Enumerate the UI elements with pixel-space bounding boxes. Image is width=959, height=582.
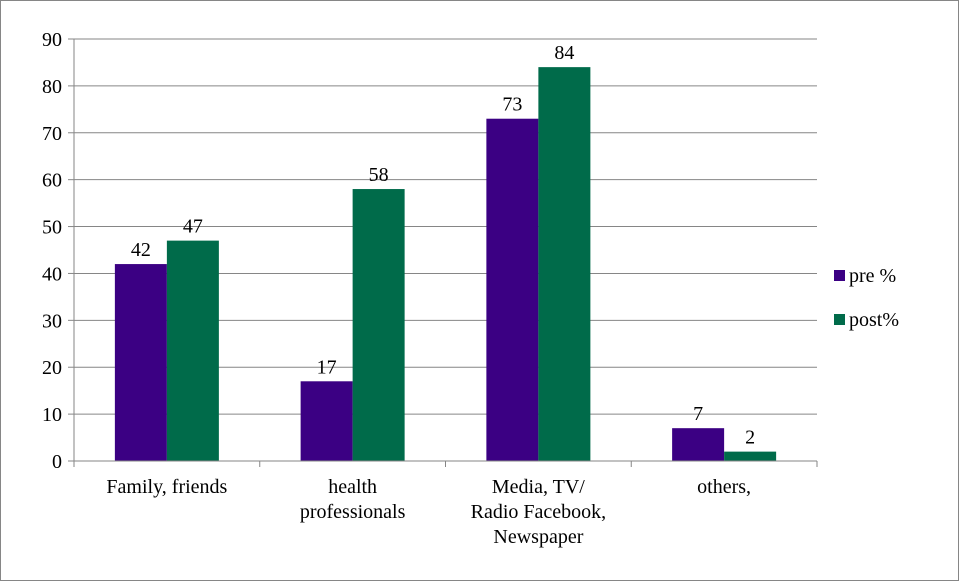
legend-swatch-post	[834, 314, 845, 325]
y-tick-label: 30	[42, 310, 62, 332]
legend-label-pre: pre %	[849, 265, 896, 287]
data-label-post-2: 58	[369, 164, 389, 186]
y-tick-label: 80	[42, 76, 62, 98]
axes	[68, 38, 818, 467]
y-tick-label: 20	[42, 357, 62, 379]
y-axis-tick-labels: 0 10 20 30 40 50 60 70 80 90	[42, 29, 62, 473]
bar-pre-4	[672, 428, 725, 461]
category-label-line: health	[328, 476, 377, 498]
bar-post-3	[538, 67, 591, 461]
y-tick-label: 90	[42, 29, 62, 51]
y-tick-label: 10	[42, 404, 62, 426]
bars	[114, 67, 777, 462]
category-label-line: professionals	[300, 501, 406, 523]
legend-label-post: post%	[849, 309, 899, 331]
category-label-line: Radio Facebook,	[471, 501, 607, 523]
category-label-line: others,	[697, 476, 751, 498]
category-label-3: Media, TV/Radio Facebook, Newspaper	[471, 476, 607, 548]
legend: pre % post%	[834, 265, 899, 331]
category-label-line: Newspaper	[493, 526, 583, 548]
bar-post-4	[724, 451, 777, 461]
category-label-2: health professionals	[300, 476, 406, 523]
bar-pre-1	[114, 264, 167, 461]
data-label-post-1: 47	[183, 216, 203, 238]
category-label-4: others,	[697, 476, 751, 498]
category-label-line: Media, TV/	[492, 476, 585, 498]
data-label-post-3: 84	[554, 42, 574, 64]
bar-pre-2	[300, 381, 353, 461]
data-labels: 42 47 17 58 73 84 7 2	[131, 42, 755, 448]
category-label-line: Family, friends	[106, 476, 227, 498]
bar-post-1	[166, 240, 219, 461]
y-tick-label: 60	[42, 170, 62, 192]
data-label-pre-4: 7	[693, 403, 703, 425]
legend-swatch-pre	[834, 270, 845, 281]
bar-post-2	[352, 189, 405, 462]
data-label-pre-3: 73	[502, 94, 522, 116]
bar-pre-3	[486, 118, 539, 461]
category-label-1: Family, friends	[106, 476, 227, 498]
y-tick-label: 50	[42, 217, 62, 239]
x-axis-category-labels: Family, friends health professionals Media,…	[106, 476, 751, 548]
data-label-pre-2: 17	[317, 356, 337, 378]
data-label-pre-1: 42	[131, 239, 151, 261]
y-tick-label: 40	[42, 263, 62, 285]
y-tick-label: 70	[42, 123, 62, 145]
y-tick-label: 0	[52, 451, 62, 473]
data-label-post-4: 2	[745, 427, 755, 449]
